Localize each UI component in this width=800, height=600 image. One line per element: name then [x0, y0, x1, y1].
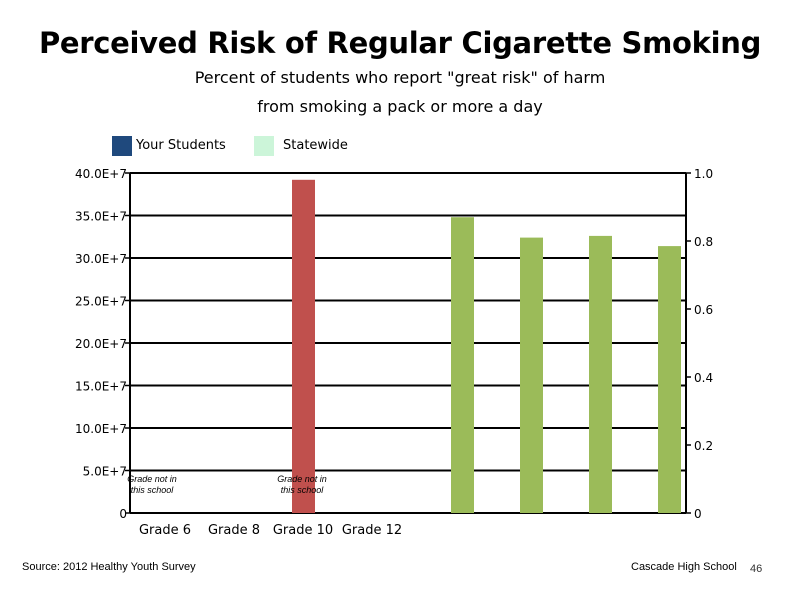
right-axis-tick-label: 0.2 [694, 439, 713, 453]
right-axis-tick-label: 0.6 [694, 303, 713, 317]
left-axis-tick-label: 10.0E+7 [75, 422, 127, 436]
left-axis-tick-label: 15.0E+7 [75, 380, 127, 394]
chart-subtitle-line-2: from smoking a pack or more a day [257, 97, 543, 116]
category-label: Grade 8 [208, 523, 260, 538]
page-number: 46 [750, 563, 763, 575]
right-axis-tick-label: 0.4 [694, 371, 713, 385]
left-axis-tick-label: 20.0E+7 [75, 337, 127, 351]
left-axis-tick-label: 40.0E+7 [75, 167, 127, 181]
legend-swatch-statewide [254, 136, 274, 156]
right-axis-tick-label: 1.0 [694, 167, 713, 181]
left-axis-tick-label: 35.0E+7 [75, 210, 127, 224]
bar [589, 235, 612, 513]
legend-label-statewide: Statewide [283, 138, 348, 153]
right-axis-tick-label: 0 [694, 507, 702, 521]
school-name: Cascade High School [631, 561, 737, 573]
left-axis-tick-label: 30.0E+7 [75, 252, 127, 266]
category-label: Grade 12 [342, 523, 402, 538]
chart-subtitle-line-1: Percent of students who report "great ri… [194, 68, 606, 87]
bar [520, 237, 543, 513]
left-axis-tick-label: 5.0E+7 [83, 465, 127, 479]
annotation-grade-not-in-school: this school [131, 485, 175, 495]
bar [658, 246, 681, 513]
annotation-grade-not-in-school: Grade not in [127, 474, 177, 484]
source-note: Source: 2012 Healthy Youth Survey [22, 561, 196, 573]
legend-swatch-your-students [112, 136, 132, 156]
annotation-grade-not-in-school: Grade not in [277, 474, 327, 484]
legend-label-your-students: Your Students [136, 138, 226, 153]
left-axis-tick-label: 25.0E+7 [75, 295, 127, 309]
category-label: Grade 6 [139, 523, 191, 538]
bar [292, 179, 315, 514]
chart-title: Perceived Risk of Regular Cigarette Smok… [38, 26, 762, 60]
category-label: Grade 10 [273, 523, 333, 538]
bar [451, 217, 474, 513]
right-axis-tick-label: 0.8 [694, 235, 713, 249]
left-axis-tick-label: 0 [119, 507, 127, 521]
annotation-grade-not-in-school: this school [281, 485, 325, 495]
